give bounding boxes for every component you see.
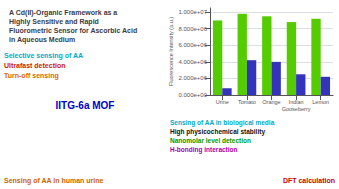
svg-text:IITG-6a MOF: IITG-6a MOF [56, 100, 115, 111]
svg-text:Urine: Urine [216, 99, 229, 105]
svg-text:4.000e+06: 4.000e+06 [178, 59, 207, 65]
svg-text:Orange: Orange [262, 99, 280, 105]
svg-text:Indian: Indian [289, 99, 304, 105]
svg-text:Turn-off sensing: Turn-off sensing [4, 72, 59, 80]
svg-text:in Aqueous Medium: in Aqueous Medium [9, 36, 75, 44]
svg-text:A Cd(II)-Organic Framework as: A Cd(II)-Organic Framework as a [9, 9, 117, 17]
svg-text:Sensing of AA in human urine: Sensing of AA in human urine [4, 177, 104, 185]
svg-text:Ultrafast detection: Ultrafast detection [4, 62, 65, 69]
svg-text:Gooseberry: Gooseberry [282, 106, 311, 112]
svg-text:Tomato: Tomato [238, 99, 256, 105]
svg-text:H-bonding interaction: H-bonding interaction [170, 146, 238, 154]
svg-text:Selective sensing of AA: Selective sensing of AA [4, 52, 83, 60]
svg-text:Nanomolar level detection: Nanomolar level detection [170, 137, 251, 144]
svg-text:1.000e+07: 1.000e+07 [178, 9, 207, 15]
svg-text:Sensing of AA in biological me: Sensing of AA in biological media [170, 119, 275, 127]
svg-text:6.000e+06: 6.000e+06 [178, 42, 207, 48]
svg-text:Fluorescence Intensity (a.u.): Fluorescence Intensity (a.u.) [168, 17, 174, 87]
svg-text:0.000e+00: 0.000e+00 [178, 92, 207, 98]
svg-text:Lemon: Lemon [312, 99, 329, 105]
svg-text:Highly Sensitive and Rapid: Highly Sensitive and Rapid [9, 18, 99, 26]
svg-text:2.000e+06: 2.000e+06 [178, 75, 207, 81]
svg-text:8.000e+06: 8.000e+06 [178, 26, 207, 32]
svg-text:Fluorometric Sensor for Ascorb: Fluorometric Sensor for Ascorbic Acid [9, 27, 137, 34]
svg-text:DFT calculation: DFT calculation [283, 177, 335, 184]
svg-text:High physicochemical stability: High physicochemical stability [170, 128, 265, 136]
